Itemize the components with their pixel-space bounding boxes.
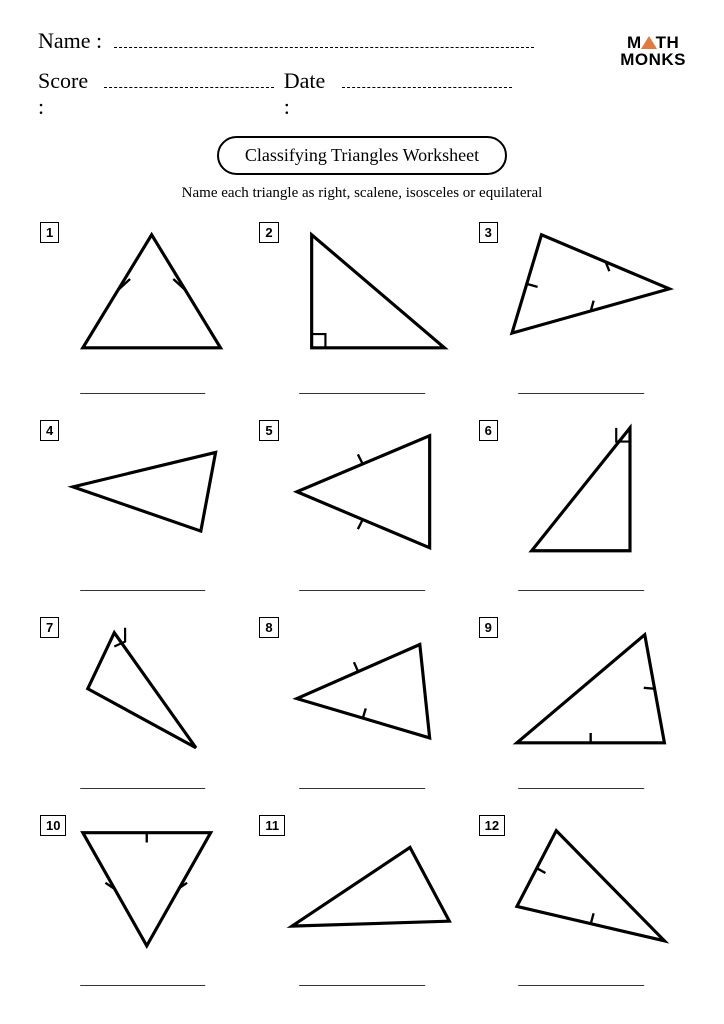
problem-cell: 12 bbox=[477, 809, 686, 997]
problem-number: 6 bbox=[479, 420, 498, 441]
triangle-figure bbox=[499, 813, 682, 961]
score-label: Score : bbox=[38, 68, 92, 120]
problem-number: 9 bbox=[479, 617, 498, 638]
triangle-figure bbox=[60, 813, 243, 961]
score-blank[interactable] bbox=[104, 74, 274, 88]
name-blank[interactable] bbox=[114, 34, 534, 48]
problem-cell: 4 bbox=[38, 414, 247, 602]
triangle-figure bbox=[279, 220, 462, 368]
answer-blank[interactable] bbox=[299, 985, 425, 986]
answer-blank[interactable] bbox=[519, 788, 645, 789]
triangle-figure bbox=[499, 220, 682, 368]
problem-number: 5 bbox=[259, 420, 278, 441]
problem-cell: 9 bbox=[477, 611, 686, 799]
triangle-figure bbox=[499, 418, 682, 566]
problem-number: 4 bbox=[40, 420, 59, 441]
problems-grid: 123456789101112 bbox=[38, 216, 686, 996]
header: Name : Score : Date : bbox=[38, 28, 686, 120]
problem-cell: 6 bbox=[477, 414, 686, 602]
problem-cell: 8 bbox=[257, 611, 466, 799]
triangle-figure bbox=[60, 418, 243, 566]
answer-blank[interactable] bbox=[80, 393, 206, 394]
logo-line1: MTH bbox=[620, 34, 686, 51]
answer-blank[interactable] bbox=[519, 985, 645, 986]
name-label: Name : bbox=[38, 28, 102, 54]
answer-blank[interactable] bbox=[80, 788, 206, 789]
answer-blank[interactable] bbox=[80, 985, 206, 986]
triangle-figure bbox=[60, 615, 243, 763]
score-date-row: Score : Date : bbox=[38, 68, 518, 120]
title-wrap: Classifying Triangles Worksheet bbox=[38, 136, 686, 175]
problem-number: 3 bbox=[479, 222, 498, 243]
triangle-figure bbox=[279, 813, 462, 961]
problem-cell: 3 bbox=[477, 216, 686, 404]
problem-cell: 5 bbox=[257, 414, 466, 602]
logo-triangle-icon bbox=[641, 36, 657, 49]
date-blank[interactable] bbox=[342, 74, 512, 88]
name-row: Name : bbox=[38, 28, 686, 54]
instruction-text: Name each triangle as right, scalene, is… bbox=[38, 185, 686, 202]
answer-blank[interactable] bbox=[299, 393, 425, 394]
problem-number: 1 bbox=[40, 222, 59, 243]
problem-number: 7 bbox=[40, 617, 59, 638]
problem-cell: 11 bbox=[257, 809, 466, 997]
logo: MTH MONKS bbox=[620, 34, 686, 69]
problem-number: 8 bbox=[259, 617, 278, 638]
triangle-figure bbox=[499, 615, 682, 763]
answer-blank[interactable] bbox=[519, 590, 645, 591]
date-label: Date : bbox=[284, 68, 330, 120]
triangle-figure bbox=[60, 220, 243, 368]
problem-cell: 1 bbox=[38, 216, 247, 404]
triangle-figure bbox=[279, 615, 462, 763]
problem-cell: 10 bbox=[38, 809, 247, 997]
problem-cell: 7 bbox=[38, 611, 247, 799]
problem-cell: 2 bbox=[257, 216, 466, 404]
logo-line2: MONKS bbox=[620, 51, 686, 68]
problem-number: 2 bbox=[259, 222, 278, 243]
answer-blank[interactable] bbox=[519, 393, 645, 394]
worksheet-title: Classifying Triangles Worksheet bbox=[217, 136, 507, 175]
answer-blank[interactable] bbox=[80, 590, 206, 591]
answer-blank[interactable] bbox=[299, 788, 425, 789]
triangle-figure bbox=[279, 418, 462, 566]
answer-blank[interactable] bbox=[299, 590, 425, 591]
